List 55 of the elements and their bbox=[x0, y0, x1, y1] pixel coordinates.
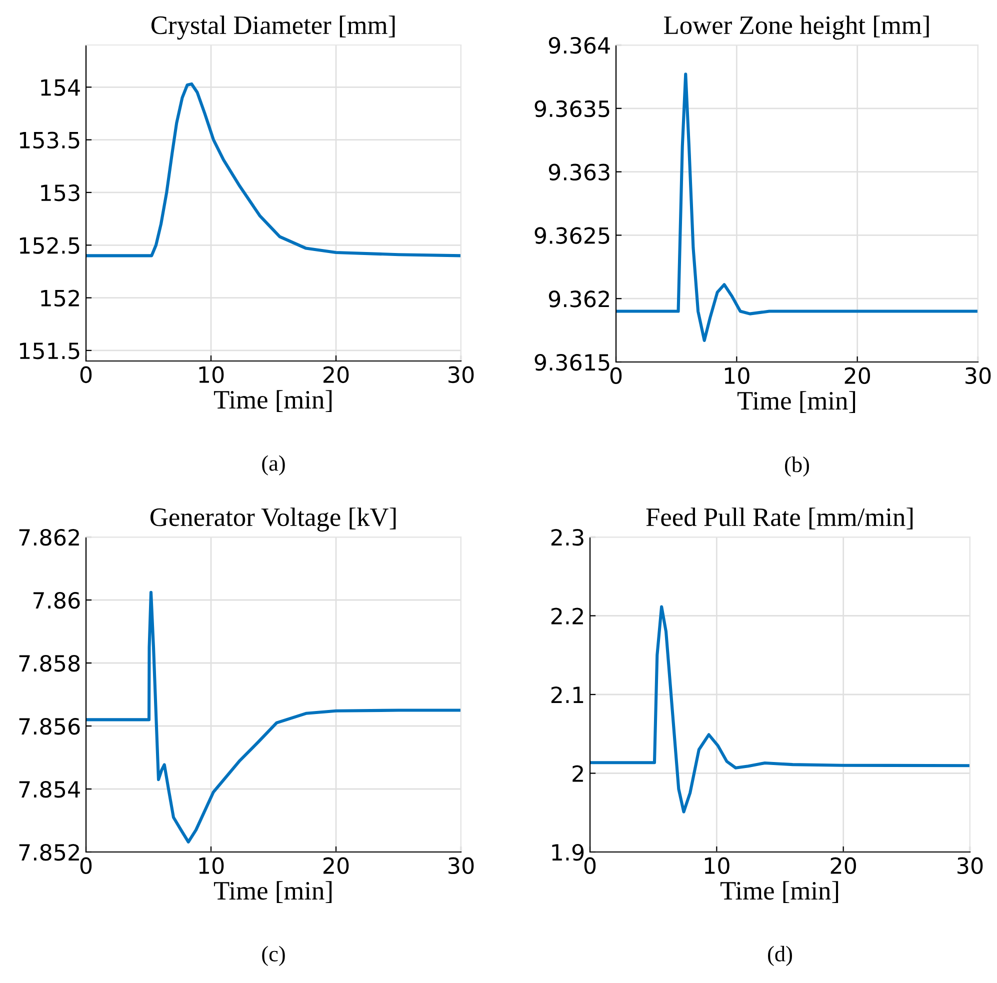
line-series bbox=[86, 590, 461, 844]
text: (a) bbox=[262, 455, 285, 476]
x-tick-label: 20 bbox=[844, 367, 870, 384]
y-tick-label: 152.5 bbox=[20, 237, 80, 254]
line-series bbox=[590, 605, 970, 814]
x-tick-label: 0 bbox=[80, 366, 92, 384]
y-tick-label: 152 bbox=[41, 290, 79, 307]
x-tick-label: 30 bbox=[448, 366, 474, 384]
chart-title: Lower Zone height [mm] bbox=[664, 16, 929, 40]
y-tick-label: 7.852 bbox=[19, 844, 79, 861]
y-tick-label: 153.5 bbox=[20, 132, 80, 149]
y-tick-label: 7.86 bbox=[33, 592, 80, 609]
x-axis-title: Time [min] bbox=[214, 390, 332, 412]
y-tick-label: 9.3635 bbox=[534, 100, 610, 118]
x-tick-label: 10 bbox=[704, 857, 730, 874]
x-tick-label: 0 bbox=[80, 857, 92, 874]
y-tick-label: 7.858 bbox=[19, 654, 80, 672]
chart-title: Crystal Diameter [mm] bbox=[151, 16, 395, 40]
y-tick-label: 9.362 bbox=[548, 290, 609, 308]
y-tick-label: 9.364 bbox=[548, 36, 610, 54]
y-tick-label: 9.3625 bbox=[534, 227, 610, 244]
line-series bbox=[616, 72, 978, 342]
y-tick-label: 151.5 bbox=[20, 342, 80, 360]
text: (d) bbox=[768, 946, 792, 966]
y-tick-label: 2 bbox=[572, 765, 583, 782]
x-axis-title: Time [min] bbox=[214, 881, 332, 903]
y-tick-label: 9.363 bbox=[548, 164, 610, 181]
x-tick-label: 30 bbox=[966, 367, 991, 384]
x-tick-label: 20 bbox=[323, 366, 349, 384]
x-axis-title: Time [min] bbox=[737, 391, 856, 413]
x-tick-label: 10 bbox=[724, 367, 750, 384]
y-tick-label: 153 bbox=[41, 184, 80, 202]
chart-title: Generator Voltage [kV] bbox=[150, 508, 396, 532]
x-tick-label: 30 bbox=[448, 857, 474, 874]
y-tick-label: 9.3615 bbox=[534, 354, 610, 371]
chart-title: Feed Pull Rate [mm/min] bbox=[646, 508, 913, 530]
y-tick-label: 2.2 bbox=[551, 608, 583, 624]
x-tick-label: 0 bbox=[584, 857, 596, 874]
y-tick-label: 2.3 bbox=[551, 528, 584, 546]
x-tick-label: 30 bbox=[958, 857, 983, 874]
x-tick-label: 0 bbox=[610, 367, 622, 384]
line-series bbox=[86, 82, 461, 258]
x-axis-title: Time [min] bbox=[720, 881, 838, 903]
y-tick-label: 7.854 bbox=[19, 780, 80, 798]
y-tick-label: 7.862 bbox=[19, 528, 79, 546]
y-tick-label: 7.856 bbox=[19, 718, 80, 735]
x-tick-label: 20 bbox=[323, 857, 349, 874]
x-tick-label: 10 bbox=[199, 366, 224, 384]
x-tick-label: 10 bbox=[199, 857, 224, 874]
text: (c) bbox=[262, 946, 285, 966]
text: (b) bbox=[785, 456, 809, 477]
x-tick-label: 20 bbox=[830, 857, 856, 874]
y-tick-label: 1.9 bbox=[552, 844, 584, 861]
y-tick-label: 154 bbox=[41, 79, 80, 96]
y-tick-label: 2.1 bbox=[551, 686, 584, 703]
